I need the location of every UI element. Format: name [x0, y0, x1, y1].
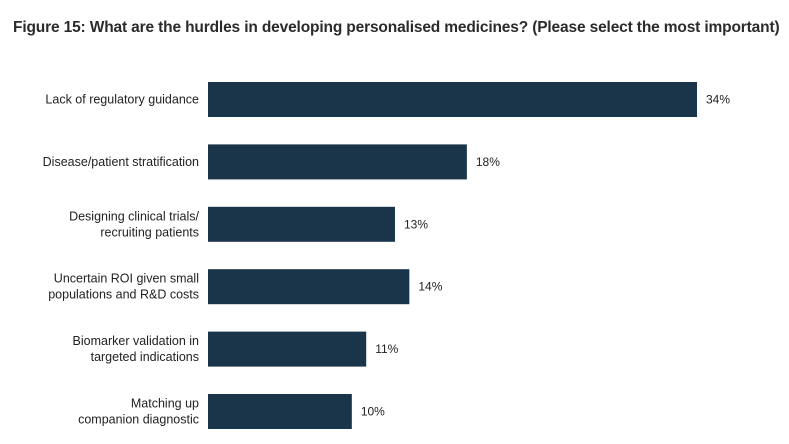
chart-title: Figure 15: What are the hurdles in devel… [13, 19, 780, 36]
value-label-1: 18% [476, 155, 500, 169]
category-label-line: Lack of regulatory guidance [45, 93, 199, 107]
bar-4 [208, 331, 367, 367]
bar-2 [208, 206, 395, 242]
value-label-5: 10% [361, 405, 385, 419]
category-label-line: Matching up [131, 397, 199, 411]
category-label-0: Lack of regulatory guidance [45, 93, 199, 107]
value-label-2: 13% [404, 217, 428, 231]
bar-0 [208, 82, 697, 117]
category-label-line: Designing clinical trials/ [69, 209, 199, 223]
value-labels: 34% 18% 13% 14% 11% 10% [361, 93, 731, 419]
bar-5 [208, 394, 352, 429]
category-label-line: Biomarker validation in [73, 334, 199, 348]
category-label-line: populations and R&D costs [48, 288, 199, 302]
value-label-4: 11% [375, 342, 398, 356]
category-label-line: Uncertain ROI given small [54, 272, 199, 286]
category-label-line: recruiting patients [100, 225, 199, 239]
value-label-0: 34% [706, 93, 730, 107]
category-label-1: Disease/patient stratification [43, 155, 199, 169]
category-label-line: targeted indications [91, 350, 199, 364]
category-labels: Lack of regulatory guidance Disease/patie… [43, 93, 200, 427]
bar-1 [208, 144, 467, 180]
value-label-3: 14% [418, 280, 442, 294]
category-label-line: companion diagnostic [78, 413, 199, 427]
category-label-3: Uncertain ROI given small populations and… [48, 272, 199, 302]
bars-layer [208, 82, 697, 429]
category-label-5: Matching up companion diagnostic [78, 397, 199, 427]
bar-3 [208, 269, 410, 305]
category-label-line: Disease/patient stratification [43, 155, 199, 169]
category-label-2: Designing clinical trials/recruiting pat… [69, 209, 199, 239]
category-label-4: Biomarker validation in targeted indicati… [73, 334, 199, 364]
